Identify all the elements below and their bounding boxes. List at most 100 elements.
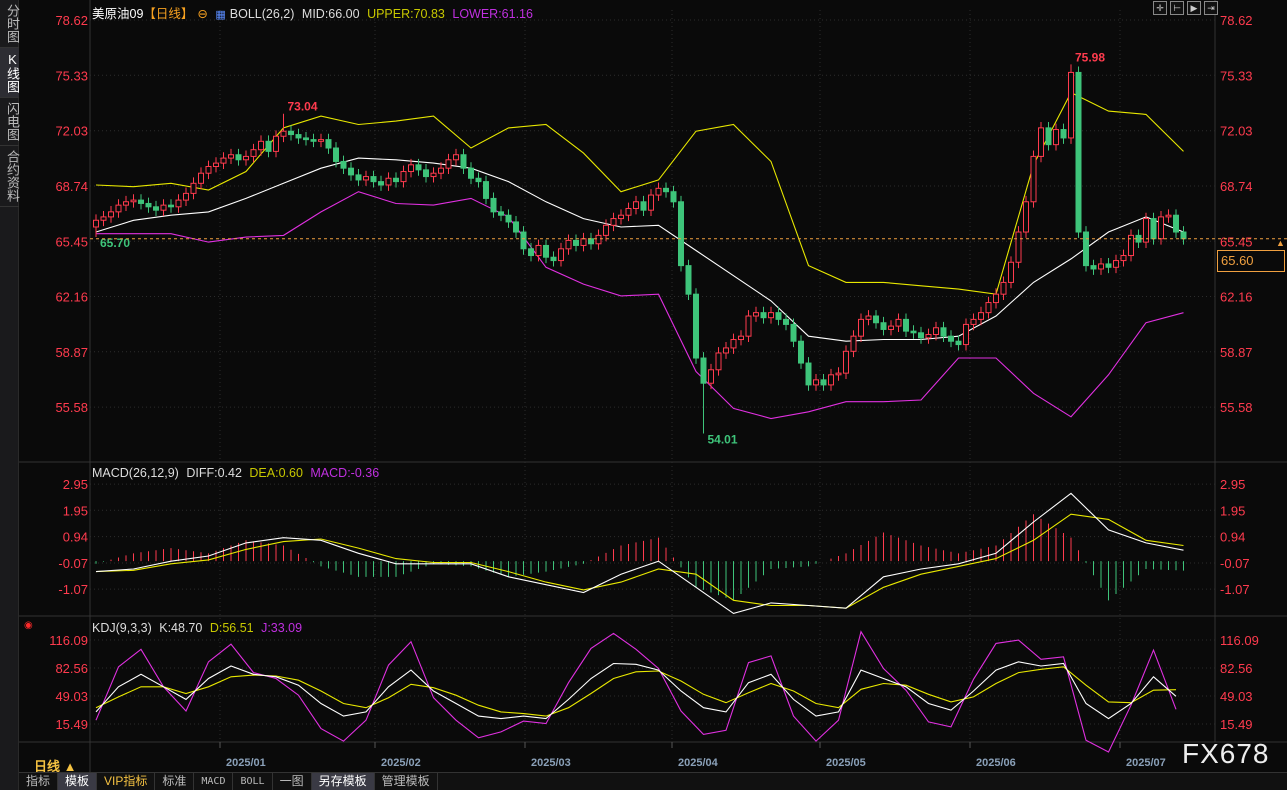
candle-up: [438, 167, 444, 174]
manage-template-button[interactable]: 管理模板: [375, 773, 438, 790]
price-tick-label-right: 55.58: [1220, 400, 1253, 415]
candle-up: [258, 140, 264, 151]
x-tick-label: 2025/07: [1126, 757, 1166, 769]
candle-down: [940, 327, 947, 337]
kdj-tick-label-left: 82.56: [55, 661, 88, 676]
save-template-button[interactable]: 另存模板: [311, 773, 375, 790]
collapse-icon[interactable]: ⊖: [197, 7, 208, 21]
candle-up: [93, 219, 99, 228]
candle-down: [468, 167, 474, 179]
kdj-settings-icon[interactable]: ◉: [24, 620, 33, 631]
indicator-button[interactable]: 指标: [19, 773, 59, 790]
kdj-k-line: [95, 661, 1177, 720]
candle-down: [775, 312, 782, 320]
tab-contract-info[interactable]: 合约资料: [0, 146, 20, 207]
candle-up: [363, 176, 369, 181]
kdj-tick-label-left: 49.03: [55, 689, 88, 704]
price-annotation: 54.01: [708, 432, 738, 446]
candle-up: [130, 199, 137, 203]
zoom-in-icon[interactable]: ⊢: [1170, 1, 1184, 15]
crosshair-icon[interactable]: ✛: [1153, 1, 1167, 15]
scroll-up-icon[interactable]: ▲: [1276, 238, 1285, 248]
indicator-chart-icon[interactable]: ▦: [215, 9, 226, 21]
macd-macd-value: MACD:-0.36: [310, 466, 380, 480]
candle-up: [175, 199, 182, 208]
move-right-icon[interactable]: ⇥: [1204, 1, 1218, 15]
kdj-d-line: [95, 666, 1177, 717]
single-chart-button[interactable]: 一图: [273, 773, 312, 790]
x-tick-label: 2025/01: [226, 757, 266, 769]
candle-down: [760, 312, 767, 319]
bottom-toolbar: 指标 模板 VIP指标 标准 MACD BOLL 一图 另存模板 管理模板: [19, 772, 1287, 790]
boll-mid-line: [95, 157, 1184, 342]
price-tick-label-left: 75.33: [55, 68, 88, 83]
candle-up: [183, 192, 189, 201]
boll-mid-value: MID:66.00: [301, 7, 360, 21]
price-annotation: 65.70: [100, 236, 130, 250]
candle-down: [873, 315, 879, 324]
current-price-box: 65.60: [1217, 250, 1285, 272]
candle-up: [273, 135, 279, 152]
kdj-j-value: J:33.09: [261, 621, 303, 635]
candle-down: [798, 340, 804, 364]
candle-up: [715, 352, 722, 371]
candle-up: [400, 171, 407, 183]
x-tick-label: 2025/04: [678, 757, 719, 769]
candle-up: [108, 211, 114, 218]
candle-up: [100, 216, 107, 221]
candle-up: [430, 172, 437, 178]
macd-tick-label-right: 2.95: [1220, 477, 1245, 492]
candle-down: [1060, 129, 1067, 139]
candle-up: [610, 218, 617, 226]
candle-up: [963, 323, 969, 346]
candle-up: [708, 369, 714, 384]
period-selector[interactable]: 日线 ▲: [34, 759, 77, 774]
boll-lower-line: [96, 191, 1184, 420]
candle-up: [1000, 281, 1007, 295]
price-tick-label-left: 58.87: [55, 345, 88, 360]
candle-up: [250, 149, 257, 157]
candle-up: [768, 312, 774, 319]
candle-up: [655, 187, 662, 196]
macd-tick-label-right: 1.95: [1220, 503, 1245, 518]
candle-down: [520, 231, 527, 250]
symbol-name: 美原油09: [92, 7, 144, 21]
price-tick-label-left: 55.58: [55, 400, 88, 415]
play-icon[interactable]: ▶: [1187, 1, 1201, 15]
candle-up: [115, 204, 122, 213]
candle-down: [393, 177, 399, 183]
candle-up: [933, 327, 939, 335]
kdj-name: KDJ(9,3,3): [92, 621, 152, 635]
candle-up: [753, 312, 759, 317]
candle-down: [505, 214, 512, 223]
candle-down: [903, 318, 909, 332]
price-tick-label-right: 62.16: [1220, 290, 1253, 305]
candle-down: [1180, 231, 1187, 240]
macd-button[interactable]: MACD: [194, 773, 234, 790]
boll-button[interactable]: BOLL: [233, 773, 273, 790]
tab-flash[interactable]: 闪电图: [0, 98, 20, 146]
candle-down: [1090, 265, 1097, 270]
candle-up: [1068, 71, 1074, 139]
template-button[interactable]: 模板: [58, 773, 98, 790]
vip-indicator-button[interactable]: VIP指标: [97, 773, 156, 790]
kdj-header: KDJ(9,3,3) K:48.70 D:56.51 J:33.09: [92, 621, 306, 635]
candle-down: [475, 177, 482, 183]
tab-kline[interactable]: K线图: [0, 48, 20, 98]
candle-up: [318, 139, 324, 142]
candle-up: [1143, 218, 1149, 243]
candle-up: [625, 207, 632, 216]
tab-time-share[interactable]: 分时图: [0, 0, 20, 48]
candle-up: [565, 239, 572, 250]
boll-lower-value: LOWER:61.16: [452, 7, 533, 21]
candle-up: [1128, 234, 1134, 257]
standard-button[interactable]: 标准: [155, 773, 195, 790]
candle-down: [790, 323, 797, 342]
candle-down: [918, 332, 924, 339]
price-annotation: 75.98: [1075, 50, 1105, 64]
macd-tick-label-left: 2.95: [63, 477, 88, 492]
x-tick-label: 2025/03: [531, 757, 571, 769]
price-tick-label-right: 78.62: [1220, 13, 1253, 28]
candle-down: [588, 238, 594, 245]
